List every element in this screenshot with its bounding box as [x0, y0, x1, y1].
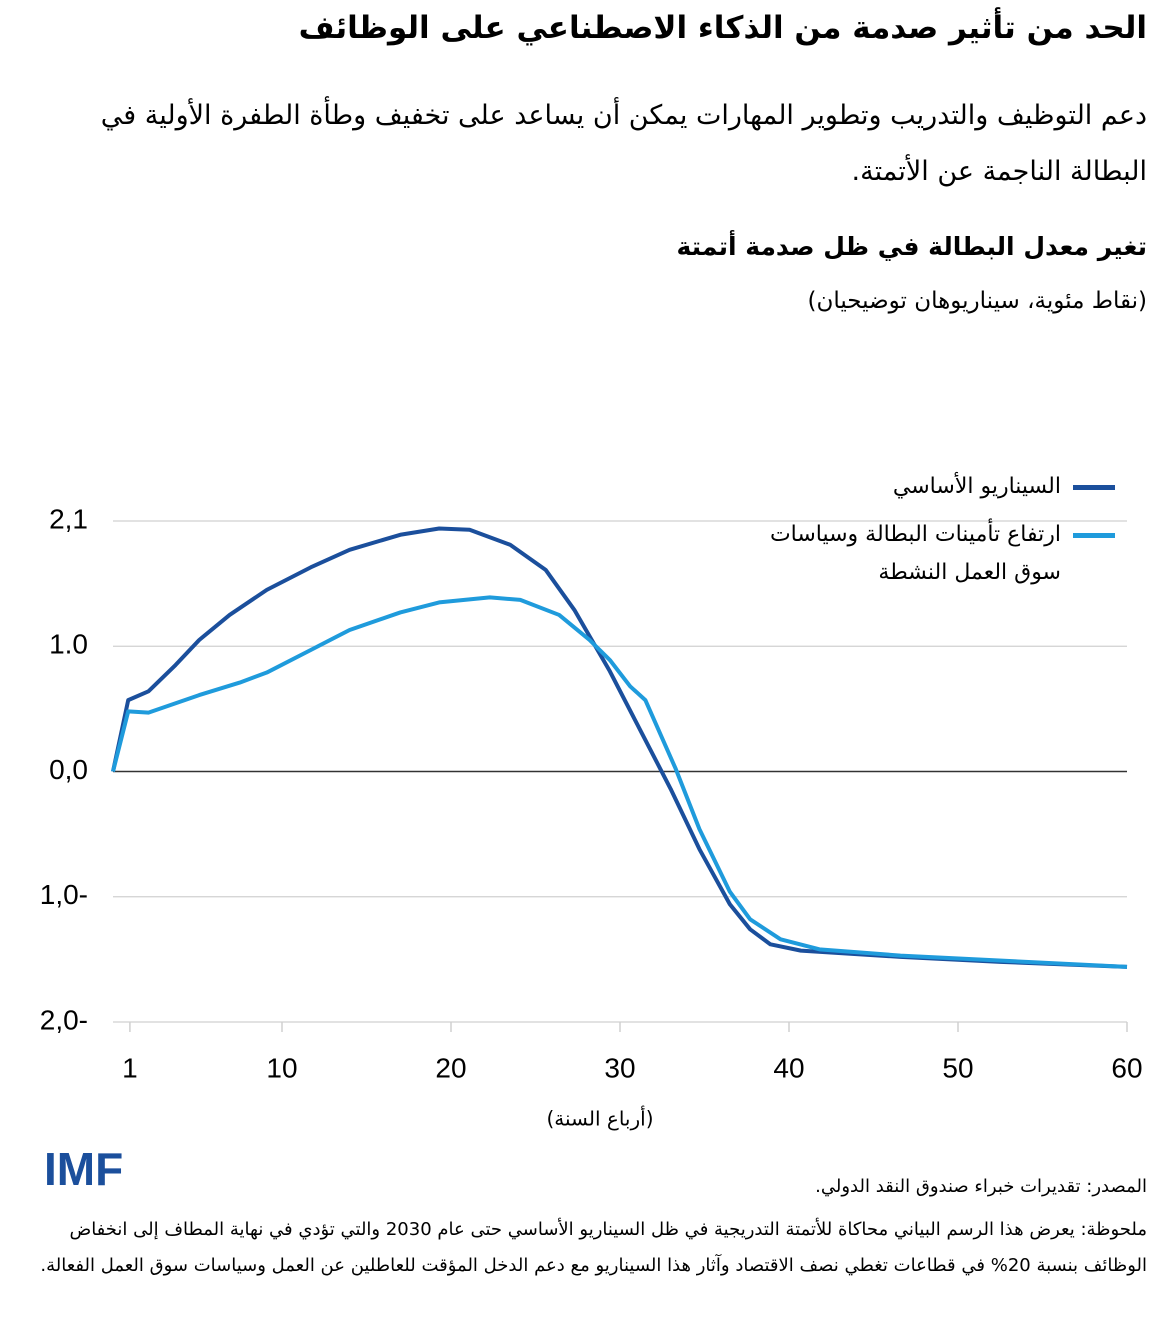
source: المصدر: تقديرات خبراء صندوق النقد الدولي… [815, 1176, 1147, 1197]
y-tick-label: 2,1 [49, 503, 88, 534]
y-tick-label: 1,0- [40, 879, 88, 910]
description: دعم التوظيف والتدريب وتطوير المهارات يمك… [100, 100, 1147, 187]
legend-label: السيناريو الأساسي [892, 474, 1061, 499]
y-tick-label: 1.0 [49, 629, 88, 660]
x-axis-label: (أرباع السنة) [546, 1106, 653, 1131]
x-tick-label: 1 [122, 1052, 138, 1083]
chart-title: تغير معدل البطالة في ظل صدمة أتمتة [676, 232, 1148, 261]
x-tick-label: 60 [1111, 1052, 1142, 1083]
legend-swatch [1073, 533, 1115, 538]
x-tick-label: 30 [604, 1052, 635, 1083]
legend-label: ارتفاع تأمينات البطالة وسياسات سوق العمل… [769, 522, 1061, 585]
x-tick-label: 40 [773, 1052, 804, 1083]
x-tick-label: 50 [942, 1052, 973, 1083]
note: ملحوظة: يعرض هذا الرسم البياني محاكاة لل… [40, 1219, 1147, 1276]
x-tick-label: 10 [266, 1052, 297, 1083]
legend-entry: ارتفاع تأمينات البطالة وسياسات سوق العمل… [695, 516, 1115, 592]
logo: IMF [44, 1143, 124, 1195]
chart-subtitle: (نقاط مئوية، سيناريوهان توضيحيان) [807, 288, 1147, 314]
legend-entry: السيناريو الأساسي [695, 468, 1115, 506]
y-tick-label: 2,0- [40, 1004, 88, 1035]
x-tick-label: 20 [435, 1052, 466, 1083]
legend: السيناريو الأساسي ارتفاع تأمينات البطالة … [695, 468, 1115, 602]
title: الحد من تأثير صدمة من الذكاء الاصطناعي ع… [298, 10, 1147, 46]
series-line [111, 595, 1128, 969]
series-line [111, 526, 1128, 969]
y-tick-label: 0,0 [49, 754, 88, 785]
legend-swatch [1073, 485, 1115, 490]
